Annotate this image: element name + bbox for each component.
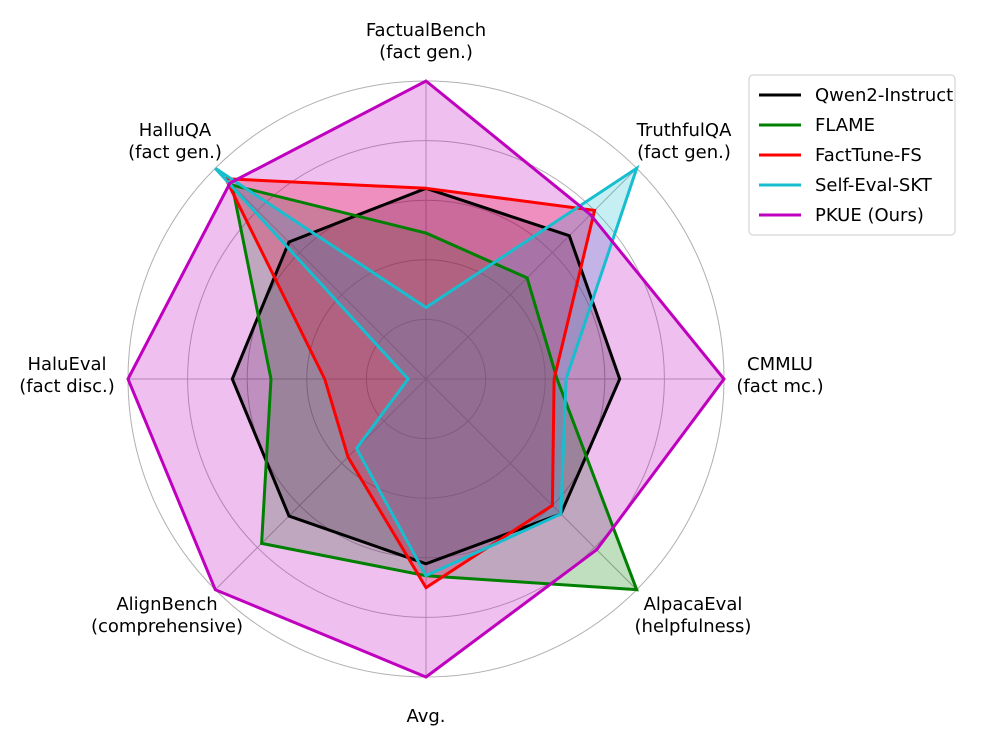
- legend-label-2: FLAME: [815, 115, 875, 136]
- axis-sublabel-1: (fact gen.): [379, 42, 473, 63]
- grid-spoke-2: [425, 167, 638, 380]
- series-line-qwen2-instruct: [230, 186, 622, 566]
- axis-labels: FactualBench(fact gen.)TruthfulQA(fact g…: [19, 20, 823, 727]
- legend-label-1: Qwen2-Instruct: [815, 85, 953, 106]
- axis-sublabel-4: (helpfulness): [635, 616, 752, 637]
- grid-spoke-8: [214, 167, 427, 380]
- axis-sublabel-2: (fact gen.): [637, 142, 731, 163]
- grid-spoke-6: [214, 378, 427, 591]
- grid-spoke-4: [425, 378, 638, 591]
- series-fill-flame: [232, 185, 637, 590]
- series-lines: [126, 79, 726, 679]
- axis-label-4: AlpacaEval: [644, 594, 743, 615]
- axis-sublabel-8: (fact gen.): [128, 142, 222, 163]
- axis-sublabel-7: (fact disc.): [19, 376, 115, 397]
- axis-label-1: FactualBench: [366, 20, 486, 41]
- axis-sublabel-3: (fact mc.): [736, 376, 823, 397]
- legend-label-5: PKUE (Ours): [815, 205, 924, 226]
- axis-label-5: Avg.: [406, 706, 445, 727]
- legend-frame: [748, 74, 956, 236]
- series-fill-qwen2-instruct: [232, 188, 620, 564]
- axis-sublabel-6: (comprehensive): [91, 616, 243, 637]
- legend-label-4: Self-Eval-SKT: [815, 175, 933, 196]
- series-fill-self-eval-skt: [215, 168, 637, 576]
- axis-label-7: HaluEval: [27, 354, 106, 375]
- series-line-pkue-ours: [126, 79, 726, 679]
- axis-label-8: HalluQA: [139, 120, 212, 141]
- series-line-facttune-fs: [223, 177, 597, 590]
- series-fill-pkue-ours: [128, 81, 724, 677]
- series-line-self-eval-skt: [214, 164, 640, 578]
- axis-label-6: AlignBench: [116, 594, 217, 615]
- legend-label-3: FactTune-FS: [815, 145, 922, 166]
- axis-label-3: CMMLU: [747, 354, 813, 375]
- axis-label-2: TruthfulQA: [636, 120, 733, 141]
- legend: Qwen2-Instruct FLAME FactTune-FS Self-Eval-…: [748, 74, 956, 236]
